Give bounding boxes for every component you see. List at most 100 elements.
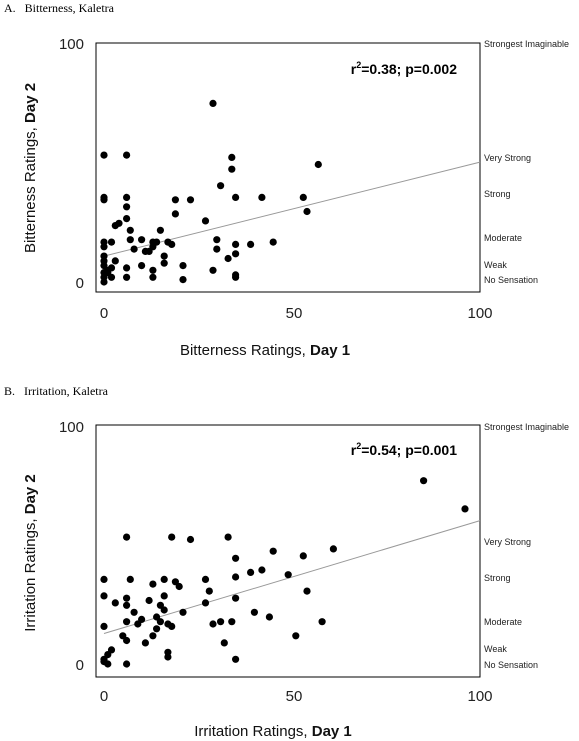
chart-a-point-22 (123, 215, 131, 223)
chart-b-point-43 (209, 620, 217, 628)
chart-b-point-2 (100, 622, 108, 631)
chart-b-point-40 (201, 575, 210, 584)
chart-b-point-52 (247, 568, 255, 577)
chart-b-point-61 (318, 618, 326, 626)
chart-a-point-63 (269, 238, 277, 246)
chart-a-point-35 (149, 273, 157, 281)
chart-a-point-58 (232, 193, 240, 201)
chart-a-point-57 (232, 250, 240, 258)
chart-b-point-21 (145, 596, 153, 605)
chart-b-x-axis-title: Irritation Ratings, Day 1 (194, 723, 352, 740)
chart-b-point-45 (220, 639, 228, 647)
chart-a-point-10 (100, 278, 108, 286)
chart-a-point-23 (123, 264, 131, 272)
chart-b-point-35 (168, 622, 176, 631)
chart-a-point-43 (171, 196, 179, 204)
chart-a-point-62 (258, 193, 266, 201)
chart-b-point-14 (123, 636, 131, 645)
chart-b-point-32 (164, 648, 172, 656)
chart-b-point-64 (461, 505, 469, 513)
chart-a-anchor-strong: Strong (484, 189, 511, 199)
chart-a-point-55 (228, 165, 236, 173)
chart-a-point-51 (213, 245, 221, 253)
chart-b-y-tick-0: 0 (76, 657, 84, 674)
chart-b-anchor-no-sensation: No Sensation (484, 660, 538, 670)
chart-b-point-38 (179, 608, 187, 616)
panel-b-label: B. Irritation, Kaletra (4, 384, 108, 398)
chart-a-point-65 (303, 207, 311, 216)
chart-a-point-50 (213, 236, 221, 244)
chart-b-point-41 (201, 599, 210, 607)
chart-b-trendline (103, 520, 481, 634)
chart-a-point-41 (168, 240, 176, 248)
chart-b-point-22 (149, 632, 157, 640)
chart-b-point-28 (160, 606, 168, 614)
chart-a-anchor-weak: Weak (484, 260, 507, 270)
chart-a-point-0 (100, 151, 108, 159)
chart-a-point-39 (160, 259, 168, 267)
chart-b-point-49 (232, 573, 240, 581)
chart-a-point-28 (138, 236, 146, 244)
chart-b-point-58 (292, 632, 300, 640)
chart-a-anchor-moderate: Moderate (484, 233, 522, 243)
chart-a-point-34 (149, 266, 157, 274)
chart-a-point-25 (126, 226, 134, 234)
chart-b-point-20 (141, 639, 149, 647)
chart-a-point-64 (299, 193, 307, 201)
chart-a-point-42 (171, 210, 179, 218)
chart-a-point-2 (100, 196, 108, 204)
chart-b-point-5 (104, 660, 112, 668)
chart-b-x-tick-100: 100 (467, 688, 492, 705)
chart-b-anchor-moderate: Moderate (484, 617, 522, 627)
chart-a-x-axis-title: Bitterness Ratings, Day 1 (180, 342, 350, 359)
chart-b-point-57 (284, 571, 292, 579)
chart-a-point-47 (201, 217, 210, 225)
chart-b-points (100, 477, 469, 668)
chart-b-point-47 (228, 618, 236, 626)
chart-a-point-13 (107, 238, 116, 246)
chart-b-point-39 (186, 535, 195, 544)
chart-b-point-56 (269, 547, 277, 555)
chart-b-point-54 (258, 566, 266, 574)
chart-b-anchor-very-strong: Very Strong (484, 537, 531, 547)
chart-b-point-42 (205, 587, 213, 595)
chart-b-point-19 (138, 615, 146, 624)
chart-b: 100 0 0 50 100 Strongest Imaginable Very… (22, 419, 569, 740)
chart-b-stat-annotation: r2=0.54; p=0.001 (351, 441, 457, 458)
chart-a-point-61 (247, 240, 255, 248)
panel-a-label: A. Bitterness, Kaletra (4, 1, 114, 15)
chart-b-point-13 (123, 618, 131, 626)
chart-b-x-tick-0: 0 (100, 688, 108, 705)
chart-a-point-44 (179, 262, 187, 270)
chart-a-point-24 (123, 273, 131, 281)
chart-a-anchor-very-strong: Very Strong (484, 153, 531, 163)
chart-a-stat-annotation: r2=0.38; p=0.002 (351, 60, 457, 77)
chart-b-point-59 (299, 552, 307, 560)
chart-b-point-60 (303, 587, 311, 595)
chart-b-point-46 (224, 533, 232, 541)
chart-a: 100 0 0 50 100 Strongest Imaginable Very… (22, 36, 569, 359)
chart-b-point-24 (153, 625, 161, 633)
chart-a-point-60 (232, 273, 240, 281)
chart-a-point-53 (224, 254, 232, 263)
chart-b-point-51 (232, 655, 240, 663)
chart-a-point-20 (123, 193, 131, 201)
chart-b-point-17 (130, 608, 138, 616)
chart-a-point-21 (123, 203, 131, 211)
chart-b-point-55 (265, 613, 273, 621)
chart-a-point-4 (100, 243, 108, 251)
chart-a-x-tick-0: 0 (100, 305, 108, 322)
chart-b-point-10 (123, 533, 131, 541)
chart-b-point-30 (160, 575, 168, 584)
chart-b-y-axis-title: Irritation Ratings, Day 2 (22, 474, 39, 632)
chart-b-point-15 (123, 660, 131, 668)
chart-a-frame (95, 42, 481, 293)
chart-a-anchor-strongest: Strongest Imaginable (484, 39, 569, 49)
chart-a-point-48 (209, 99, 217, 107)
chart-b-point-11 (123, 594, 131, 602)
chart-b-point-63 (420, 477, 428, 485)
chart-b-point-23 (149, 580, 157, 588)
chart-a-x-tick-50: 50 (286, 305, 303, 322)
chart-a-point-52 (217, 182, 225, 190)
chart-a-point-26 (126, 236, 134, 244)
